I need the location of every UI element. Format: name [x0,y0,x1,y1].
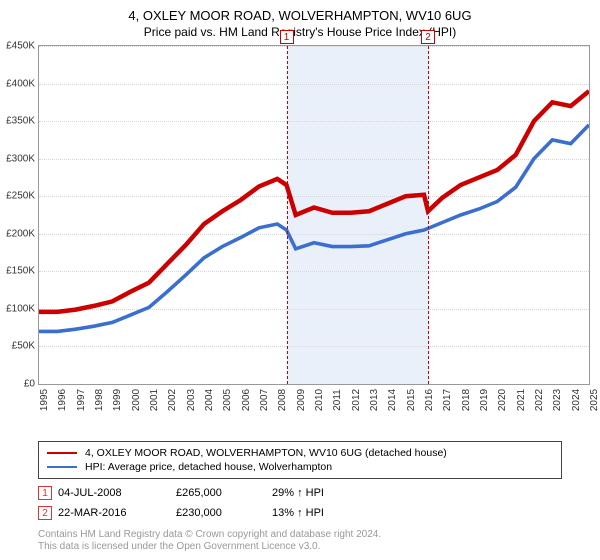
x-axis-label: 2011 [332,389,343,411]
sale-pct: 13% ↑ HPI [272,507,372,519]
chart-title: 4, OXLEY MOOR ROAD, WOLVERHAMPTON, WV10 … [0,0,600,23]
x-axis-label: 2000 [131,389,142,411]
x-axis-label: 1996 [57,389,68,411]
x-axis-label: 2013 [369,389,380,411]
sale-row: 1 04-JUL-2008 £265,000 29% ↑ HPI [38,483,562,503]
sale-pct: 29% ↑ HPI [272,487,372,499]
x-axis-label: 2004 [204,389,215,411]
x-axis-label: 2003 [186,389,197,411]
y-axis-label: £250K [6,191,39,202]
x-axis-label: 2005 [222,389,233,411]
chart-area: £0£50K£100K£150K£200K£250K£300K£350K£400… [38,45,590,405]
legend-label: 4, OXLEY MOOR ROAD, WOLVERHAMPTON, WV10 … [85,447,447,459]
y-axis-label: £300K [6,153,39,164]
legend-row: 4, OXLEY MOOR ROAD, WOLVERHAMPTON, WV10 … [47,446,553,460]
x-axis-label: 2018 [461,389,472,411]
x-axis-label: 2015 [406,389,417,411]
sale-marker-line [287,46,288,384]
sale-price: £265,000 [176,487,266,499]
y-axis-label: £450K [6,41,39,52]
x-axis-label: 2020 [497,389,508,411]
y-axis-label: £50K [12,341,39,352]
sale-badge: 1 [38,486,52,500]
x-axis-label: 2002 [167,389,178,411]
x-axis-label: 2017 [442,389,453,411]
x-axis-label: 1995 [39,389,50,411]
sale-date: 22-MAR-2016 [58,507,170,519]
series-line [39,91,589,312]
legend-label: HPI: Average price, detached house, Wolv… [85,461,332,473]
x-axis-label: 2006 [241,389,252,411]
sale-marker-line [428,46,429,384]
y-axis-label: £100K [6,303,39,314]
y-axis-label: £150K [6,266,39,277]
sale-marker-badge: 1 [280,30,294,44]
x-axis-label: 2023 [552,389,563,411]
x-axis-label: 2016 [424,389,435,411]
x-axis-label: 2007 [259,389,270,411]
x-axis-label: 2024 [571,389,582,411]
sale-table: 1 04-JUL-2008 £265,000 29% ↑ HPI 2 22-MA… [38,483,562,523]
x-axis-label: 2014 [387,389,398,411]
y-axis-label: £400K [6,78,39,89]
legend-swatch [47,452,77,454]
y-axis-label: £0 [24,379,39,390]
x-axis-label: 2022 [534,389,545,411]
footer-line: This data is licensed under the Open Gov… [38,541,562,553]
chart-svg [39,46,589,384]
page: 4, OXLEY MOOR ROAD, WOLVERHAMPTON, WV10 … [0,0,600,560]
sale-row: 2 22-MAR-2016 £230,000 13% ↑ HPI [38,503,562,523]
sale-marker-badge: 2 [421,30,435,44]
legend-row: HPI: Average price, detached house, Wolv… [47,460,553,474]
footer: Contains HM Land Registry data © Crown c… [38,529,562,553]
chart-subtitle: Price paid vs. HM Land Registry's House … [0,23,600,45]
x-axis-label: 2010 [314,389,325,411]
plot-area: £0£50K£100K£150K£200K£250K£300K£350K£400… [38,45,590,385]
sale-date: 04-JUL-2008 [58,487,170,499]
sale-price: £230,000 [176,507,266,519]
series-line [39,125,589,332]
x-axis-label: 1997 [76,389,87,411]
x-axis-label: 2021 [516,389,527,411]
x-axis-label: 2009 [296,389,307,411]
y-axis-label: £350K [6,116,39,127]
x-axis-label: 2025 [589,389,600,411]
legend-swatch [47,466,77,468]
footer-line: Contains HM Land Registry data © Crown c… [38,529,562,541]
sale-badge: 2 [38,506,52,520]
x-axis-label: 2008 [277,389,288,411]
x-axis-label: 2001 [149,389,160,411]
x-axis-label: 1999 [112,389,123,411]
x-axis-label: 2012 [351,389,362,411]
x-axis-label: 2019 [479,389,490,411]
legend: 4, OXLEY MOOR ROAD, WOLVERHAMPTON, WV10 … [38,441,562,479]
y-axis-label: £200K [6,228,39,239]
x-axis-label: 1998 [94,389,105,411]
